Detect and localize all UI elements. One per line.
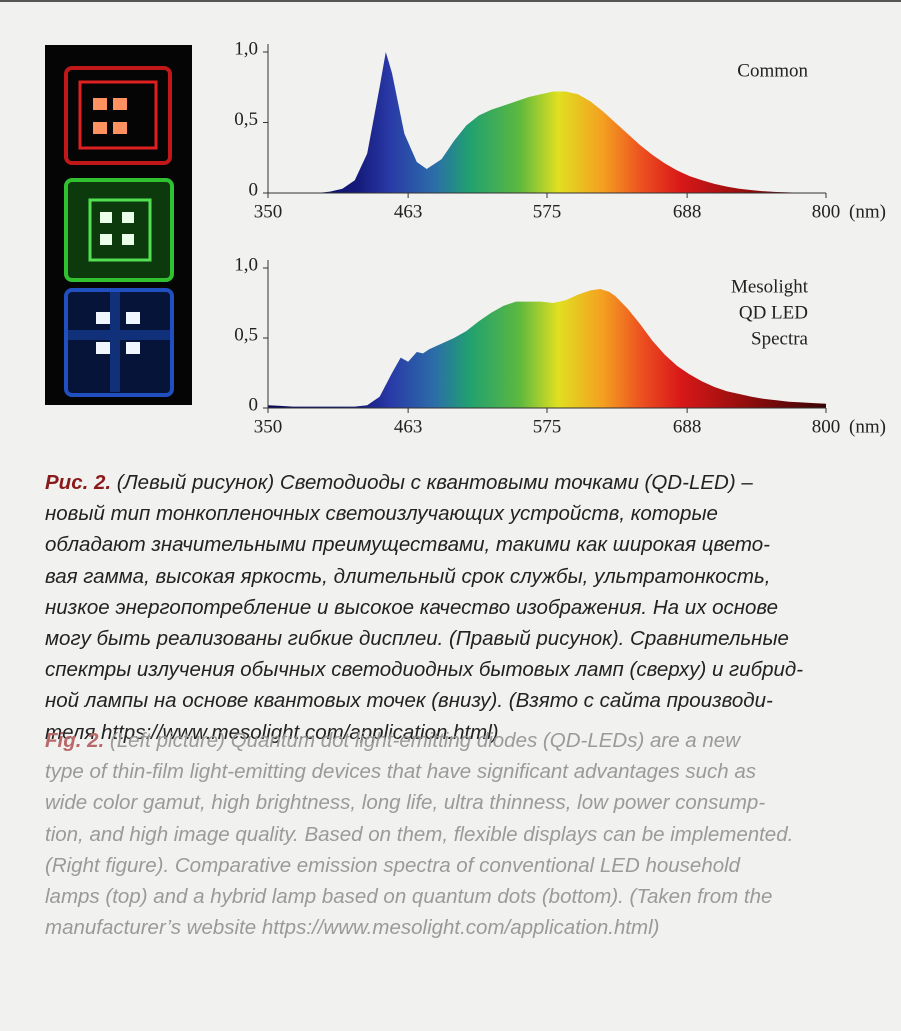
caption-text: wide color gamut, high brightness, long … [45,791,765,814]
caption-label: Рис. 2. [45,471,111,494]
x-axis-label: (nm) [849,201,886,222]
caption-line: спектры излучения обычных светодиодных б… [45,654,875,685]
caption-line: lamps (top) and a hybrid lamp based on q… [45,881,875,912]
caption-line: manufacturer’s website https://www.mesol… [45,912,875,943]
caption-line: низкое энергопотребление и высокое качес… [45,592,875,623]
caption-line: новый тип тонкопленочных светоизлучающих… [45,498,875,529]
x-tick-label: 463 [394,416,423,437]
series-label: Common [737,60,808,81]
caption-line: (Right figure). Comparative emission spe… [45,850,875,881]
series-label: Spectra [751,328,809,349]
caption-text: (Left picture) Quantum dot light-emittin… [104,729,740,752]
page: Figure html,body{margin:0;padding:0;} bo… [0,0,901,1031]
x-tick-label: 463 [394,201,423,222]
caption-text: (Левый рисунок) Светодиоды с квантовыми … [111,471,753,494]
caption-text: type of thin-film light-emitting devices… [45,760,756,783]
caption-text: низкое энергопотребление и высокое качес… [45,596,778,619]
caption-text: lamps (top) and a hybrid lamp based on q… [45,885,772,908]
caption-ru: Рис. 2. (Левый рисунок) Светодиоды с ква… [45,467,875,748]
x-tick-label: 688 [673,201,702,222]
figure: Common 0 0,5 1,0 350 463 575 688 800 (nm) Mesoligh… [0,0,901,450]
caption-text: спектры излучения обычных светодиодных б… [45,658,803,681]
x-tick-label: 575 [533,416,562,437]
x-tick-label: 575 [533,201,562,222]
caption-text: (Right figure). Comparative emission spe… [45,854,740,877]
led-photo [45,45,192,405]
y-tick-label: 0,5 [234,324,258,345]
caption-line: type of thin-film light-emitting devices… [45,756,875,787]
y-tick-label: 0,5 [234,109,258,130]
x-tick-label: 350 [254,201,283,222]
caption-text: вая гамма, высокая яркость, длительный с… [45,565,771,588]
y-tick-label: 1,0 [234,38,258,59]
caption-line: могу быть реализованы гибкие дисплеи. (П… [45,623,875,654]
caption-text: могу быть реализованы гибкие дисплеи. (П… [45,627,789,650]
caption-en: Fig. 2. (Left picture) Quantum dot light… [45,725,875,943]
caption-line: ной лампы на основе квантовых точек (вни… [45,685,875,716]
series-label: Mesolight [731,276,809,297]
caption-line: Fig. 2. (Left picture) Quantum dot light… [45,725,875,756]
caption-line: вая гамма, высокая яркость, длительный с… [45,561,875,592]
caption-text: tion, and high image quality. Based on t… [45,823,793,846]
caption-label: Fig. 2. [45,729,104,752]
caption-text: ной лампы на основе квантовых точек (вни… [45,689,773,712]
caption-text: manufacturer’s website https://www.mesol… [45,916,660,939]
figure-page: {"chart_data":[ {"type":"area", "x":[350… [0,0,901,1031]
x-tick-label: 350 [254,416,283,437]
caption-text: обладают значительными преимуществами, т… [45,533,770,556]
y-tick-label: 0 [249,394,259,415]
x-tick-label: 800 [812,416,841,437]
x-tick-label: 800 [812,201,841,222]
series-label: QD LED [739,302,808,323]
caption-line: tion, and high image quality. Based on t… [45,819,875,850]
x-axis-label: (nm) [849,416,886,437]
y-tick-label: 0 [249,179,259,200]
caption-line: обладают значительными преимуществами, т… [45,529,875,560]
caption-line: Рис. 2. (Левый рисунок) Светодиоды с ква… [45,467,875,498]
caption-line: wide color gamut, high brightness, long … [45,787,875,818]
y-tick-label: 1,0 [234,254,258,275]
x-tick-label: 688 [673,416,702,437]
caption-text: новый тип тонкопленочных светоизлучающих… [45,502,718,525]
